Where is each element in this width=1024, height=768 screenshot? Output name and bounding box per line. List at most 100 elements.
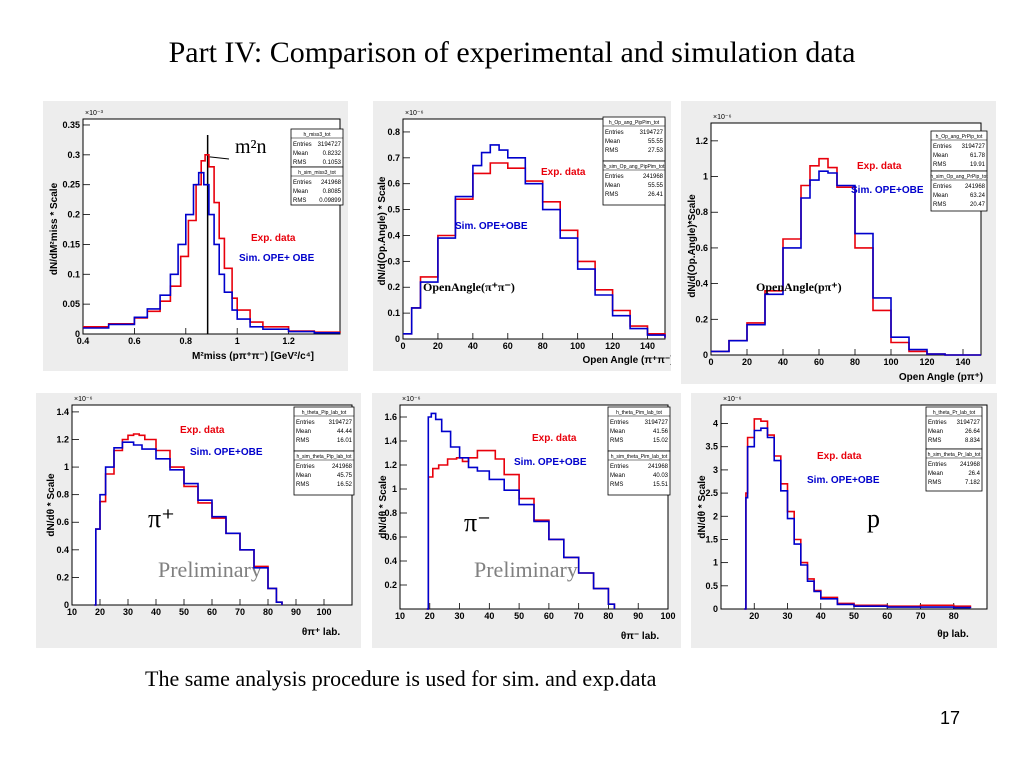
series-line-sim: [94, 441, 283, 606]
x-tick-label: 100: [660, 611, 675, 621]
stat-box-title: h_sim_theta_Pip_lab_tot: [296, 454, 352, 460]
y-tick-label: 1.2: [56, 434, 69, 444]
y-tick-label: 1.4: [56, 407, 69, 417]
y-tick-label: 0.2: [695, 314, 708, 324]
chart-panel-theta-pim: ×10⁻⁶ 10 20 30 40 50 60 70 80 90 100 0.2 0.4 0.6 0.8 1 1…: [372, 393, 681, 648]
x-tick-label: 10: [395, 611, 405, 621]
stat-box-key: Entries: [296, 464, 315, 470]
stat-box: [293, 450, 355, 496]
x-tick-label: 20: [742, 357, 752, 367]
axis-exponent: ×10⁻⁶: [74, 396, 93, 403]
chart-theta-pim: ×10⁻⁶ 10 20 30 40 50 60 70 80 90 100 0.2 0.4 0.6 0.8 1 1…: [378, 396, 676, 642]
chart-panel-openangle-pipi: ×10⁻⁶ 0 20 40 60 80 100 120 140 0 0.1 0.2 0.3 0.4 0.5 0…: [373, 101, 674, 371]
stat-box-title: h_theta_Pip_lab_tot: [302, 410, 347, 416]
y-tick-label: 0.6: [695, 243, 708, 253]
stat-box-key: Entries: [293, 142, 312, 148]
y-tick-label: 0.7: [387, 153, 400, 163]
y-tick-label: 0.3: [67, 150, 80, 160]
stat-box-key: Entries: [296, 420, 315, 426]
x-tick-label: 90: [633, 611, 643, 621]
series-line-sim: [83, 171, 340, 334]
y-tick-label: 1.4: [384, 436, 397, 446]
sim-data-label: Sim. OPE+OBE: [455, 221, 528, 232]
x-tick-label: 70: [574, 611, 584, 621]
stat-box-key: RMS: [928, 480, 941, 486]
stat-box-key: Mean: [928, 429, 943, 435]
stat-box-value: 15.51: [653, 482, 669, 488]
annotation-label: m²n: [235, 136, 267, 158]
x-tick-label: 30: [455, 611, 465, 621]
stat-box-value: 241968: [332, 464, 353, 470]
stat-box-key: RMS: [933, 202, 946, 208]
x-tick-label: 80: [263, 607, 273, 617]
x-tick-label: 0: [708, 357, 713, 367]
axis-exponent: ×10⁻³: [85, 110, 104, 117]
y-tick-label: 2: [713, 511, 718, 521]
y-tick-label: 0.2: [384, 580, 397, 590]
stat-box-key: Entries: [933, 144, 952, 150]
page-number: 17: [940, 708, 961, 728]
stat-box-value: 20.47: [970, 202, 986, 208]
y-tick-label: 0.35: [62, 120, 80, 130]
series-line-sim: [711, 170, 981, 356]
chart-openangle-ppip: ×10⁻⁶ 0 20 40 60 80 100 120 140 0 0.2 0.4 0.6 0.8 1 1.2…: [687, 114, 988, 383]
stat-box-value: 3194727: [962, 144, 986, 150]
x-tick-label: 0.6: [128, 336, 141, 346]
y-tick-label: 0: [64, 600, 69, 610]
y-tick-label: 0: [395, 334, 400, 344]
exp-data-label: Exp. data: [180, 425, 225, 436]
chart-panel-theta-p: ×10⁻⁶ 20 30 40 50 60 70 80 0 0.5 1 1.5 2 2.5 3 3.5 4 dN/d…: [691, 393, 997, 648]
stat-box-key: Mean: [610, 473, 625, 479]
y-tick-label: 0: [75, 329, 80, 339]
stat-box-key: RMS: [293, 160, 306, 166]
x-tick-label: 80: [603, 611, 613, 621]
x-tick-label: 40: [484, 611, 494, 621]
x-tick-label: 70: [235, 607, 245, 617]
stat-box-key: Entries: [293, 180, 312, 186]
stat-box-key: Entries: [610, 420, 629, 426]
y-tick-label: 0: [703, 350, 708, 360]
y-tick-label: 0.8: [56, 490, 69, 500]
stat-box: [290, 128, 344, 168]
x-axis-label: θπ⁺ lab.: [302, 627, 341, 638]
x-tick-label: 1: [235, 336, 240, 346]
x-tick-label: 40: [816, 611, 826, 621]
stat-box-key: Entries: [610, 464, 629, 470]
stat-box: [293, 406, 355, 452]
stat-box-value: 26.41: [648, 192, 664, 198]
x-axis-label: Open Angle (π⁺π⁻): [582, 355, 671, 366]
sim-data-label: Sim. OPE+OBE: [807, 475, 880, 486]
x-tick-label: 20: [95, 607, 105, 617]
y-tick-label: 0.6: [56, 517, 69, 527]
y-tick-label: 1.2: [695, 136, 708, 146]
stat-box-title: h_sim_miss3_tot: [298, 170, 336, 176]
stat-box: [290, 166, 344, 206]
stat-box-value: 45.75: [337, 473, 353, 479]
sim-data-label: Sim. OPE+ OBE: [239, 253, 315, 264]
stat-box-key: Entries: [933, 184, 952, 190]
stat-box-key: Mean: [293, 189, 308, 195]
y-tick-label: 0.6: [387, 179, 400, 189]
y-tick-label: 4: [713, 419, 718, 429]
y-tick-label: 0.05: [62, 299, 80, 309]
chart-theta-p: ×10⁻⁶ 20 30 40 50 60 70 80 0 0.5 1 1.5 2 2.5 3 3.5 4 dN/d…: [697, 396, 988, 640]
stat-box-value: 16.52: [337, 482, 353, 488]
sim-data-label: Sim. OPE+OBE: [851, 185, 924, 196]
stat-box-key: Mean: [605, 139, 620, 145]
y-tick-label: 0.3: [387, 256, 400, 266]
stat-box: [607, 406, 671, 452]
x-tick-label: 50: [179, 607, 189, 617]
x-tick-label: 0.4: [77, 336, 90, 346]
stat-box-value: 44.44: [337, 429, 353, 435]
exp-data-label: Exp. data: [532, 433, 577, 444]
stat-box-title: h_Op_ang_PrPip_tot: [936, 134, 983, 140]
y-tick-label: 0.6: [384, 532, 397, 542]
y-tick-label: 0.2: [67, 210, 80, 220]
x-tick-label: 50: [849, 611, 859, 621]
y-tick-label: 0.2: [56, 572, 69, 582]
y-tick-label: 0.8: [387, 127, 400, 137]
stat-box-key: Entries: [605, 130, 624, 136]
stat-box-value: 55.55: [648, 183, 664, 189]
x-tick-label: 80: [949, 611, 959, 621]
x-tick-label: 120: [605, 341, 620, 351]
